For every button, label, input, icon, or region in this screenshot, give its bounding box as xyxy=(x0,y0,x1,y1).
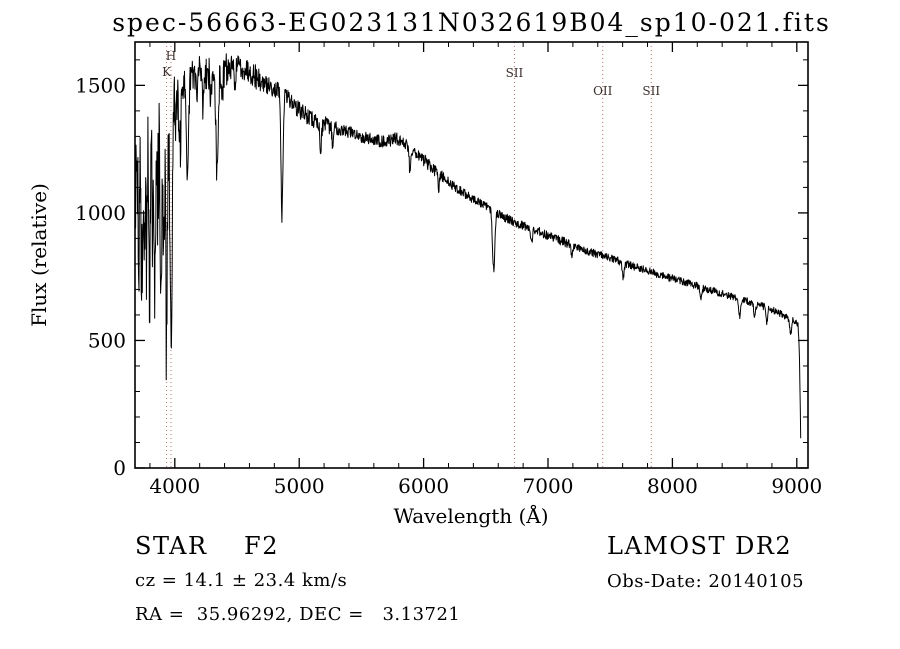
x-tick-label: 7000 xyxy=(523,474,574,498)
obs-date: Obs-Date: 20140105 xyxy=(607,571,805,592)
x-axis-label: Wavelength (Å) xyxy=(393,503,548,528)
y-tick-label: 500 xyxy=(88,328,126,352)
x-tick-label: 4000 xyxy=(149,474,200,498)
object-class-label: STAR F2 xyxy=(135,532,279,560)
spectrum-line xyxy=(135,53,802,439)
marker-label-k: K xyxy=(162,65,172,79)
x-tick-label: 5000 xyxy=(274,474,325,498)
y-tick-label: 1000 xyxy=(75,201,126,225)
survey-label: LAMOST DR2 xyxy=(607,532,793,560)
x-tick-label: 6000 xyxy=(398,474,449,498)
cz-value: cz = 14.1 ± 23.4 km/s xyxy=(135,570,348,591)
marker-label-h: H xyxy=(166,49,176,63)
x-tick-label: 8000 xyxy=(647,474,698,498)
x-tick-label: 9000 xyxy=(771,474,822,498)
y-tick-label: 0 xyxy=(113,456,126,480)
chart-title: spec-56663-EG023131N032619B04_sp10-021.f… xyxy=(112,8,831,37)
y-axis-label: Flux (relative) xyxy=(27,183,51,327)
y-tick-label: 1500 xyxy=(75,73,126,97)
plot-frame xyxy=(134,41,809,469)
marker-label-sii: SII xyxy=(642,84,660,98)
ra-dec-coords: RA = 35.96292, DEC = 3.13721 xyxy=(135,604,461,625)
marker-label-oii: OII xyxy=(593,84,613,98)
marker-label-sii: SII xyxy=(506,66,524,80)
